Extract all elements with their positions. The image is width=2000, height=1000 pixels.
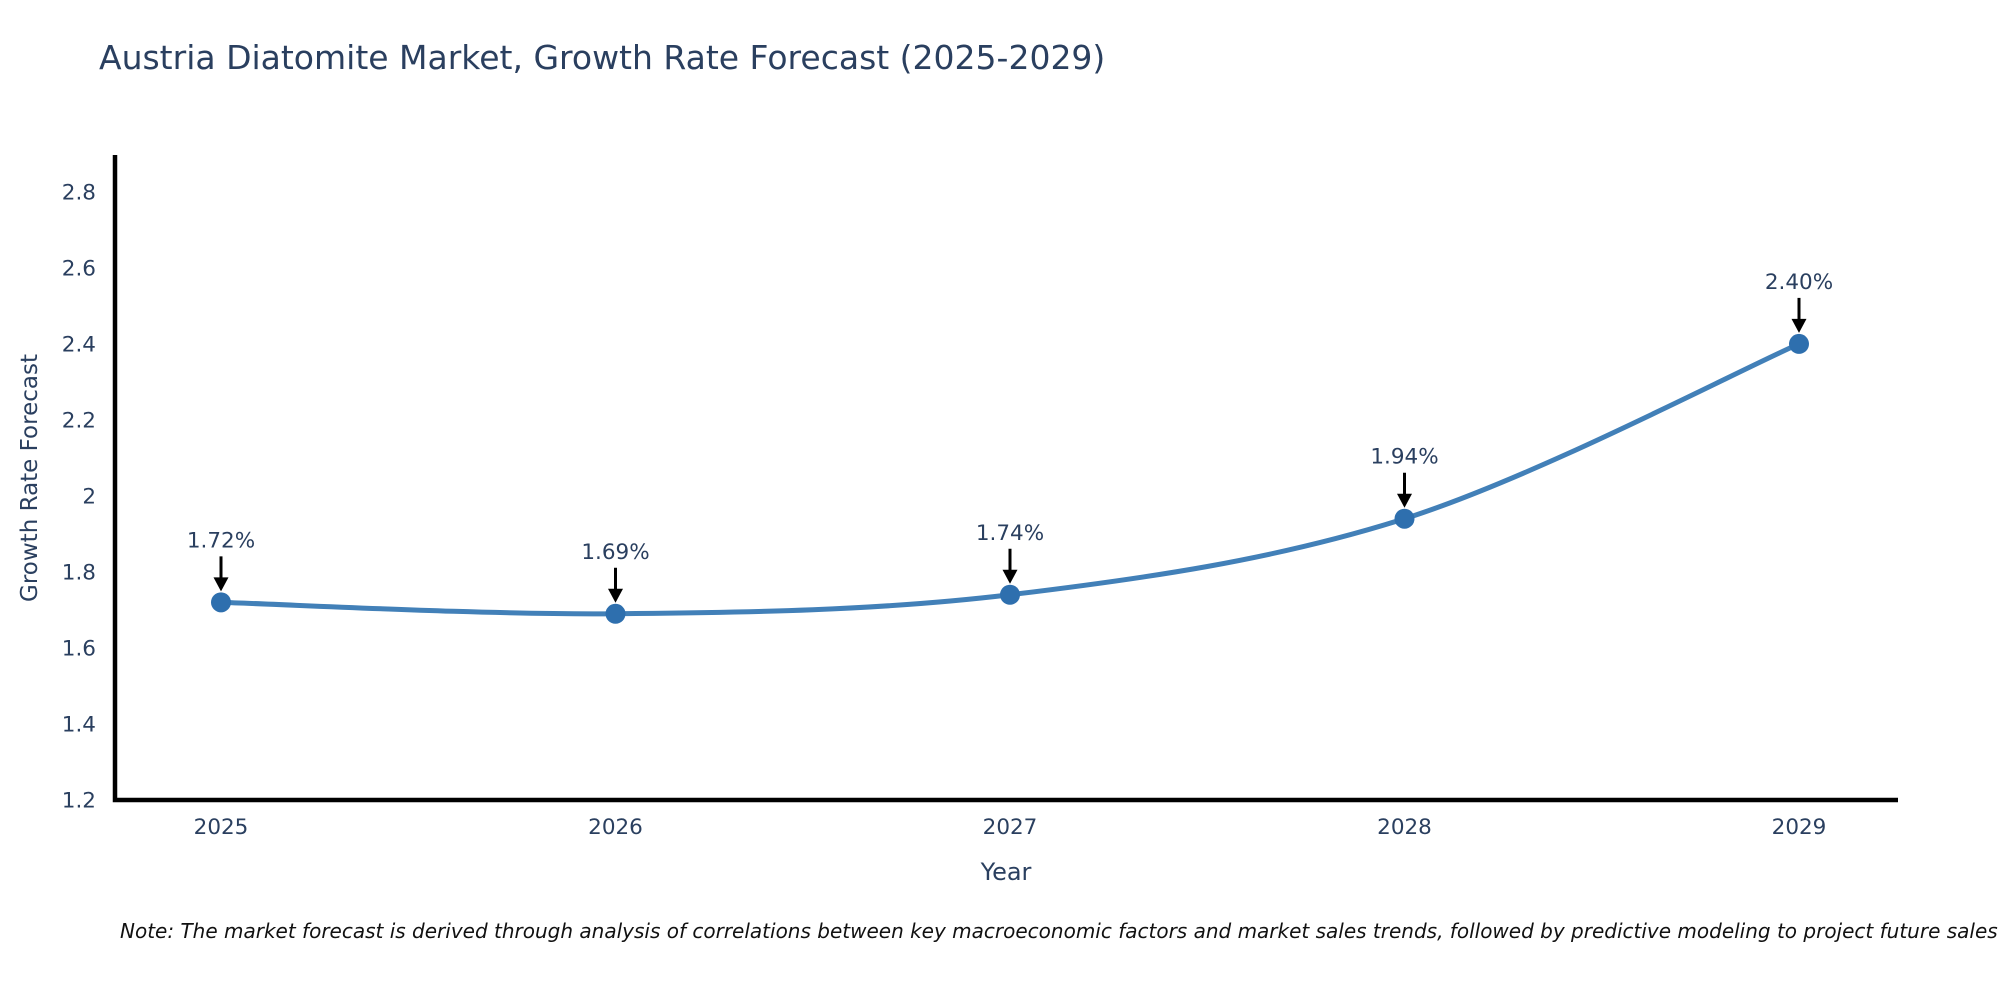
y-axis-title: Growth Rate Forecast: [17, 354, 43, 602]
y-tick-label: 1.6: [62, 636, 96, 661]
data-point-2026: [605, 603, 626, 624]
annotation-label: 1.94%: [1370, 445, 1438, 470]
data-point-2028: [1394, 508, 1415, 529]
x-tick-label: 2026: [588, 815, 643, 840]
annotation-arrow-head: [608, 588, 623, 603]
data-point-2025: [211, 592, 231, 613]
y-tick-label: 2.6: [62, 256, 96, 281]
annotation-label: 1.74%: [976, 521, 1044, 546]
y-tick-label: 1.2: [62, 789, 96, 814]
y-tick-label: 1.8: [62, 560, 96, 585]
annotation-arrow-head: [1397, 493, 1412, 508]
chart-title: Austria Diatomite Market, Growth Rate Fo…: [99, 38, 1106, 77]
x-tick-label: 2028: [1377, 815, 1432, 840]
y-tick-label: 2.4: [62, 332, 96, 357]
annotation-arrow-head: [1002, 569, 1018, 584]
y-tick-label: 2.8: [62, 180, 96, 205]
footnote: Note: The market forecast is derived thr…: [120, 919, 1998, 943]
axis-spines: [112, 155, 1898, 803]
x-axis-title: Year: [980, 858, 1032, 886]
annotation-arrow-head: [1791, 318, 1807, 333]
annotation-label: 1.72%: [187, 528, 255, 553]
x-tick-label: 2027: [983, 815, 1038, 840]
y-tick-label: 2.2: [62, 408, 96, 433]
data-point-2029: [1789, 333, 1809, 354]
annotation-label: 2.40%: [1765, 270, 1833, 295]
annotation-label: 1.69%: [581, 540, 649, 565]
annotation-arrow-head: [213, 577, 229, 592]
x-tick-label: 2025: [194, 815, 249, 840]
y-tick-label: 2: [82, 484, 96, 509]
data-point-2027: [1000, 584, 1020, 605]
x-tick-label: 2029: [1772, 815, 1827, 840]
y-tick-label: 1.4: [62, 712, 96, 737]
